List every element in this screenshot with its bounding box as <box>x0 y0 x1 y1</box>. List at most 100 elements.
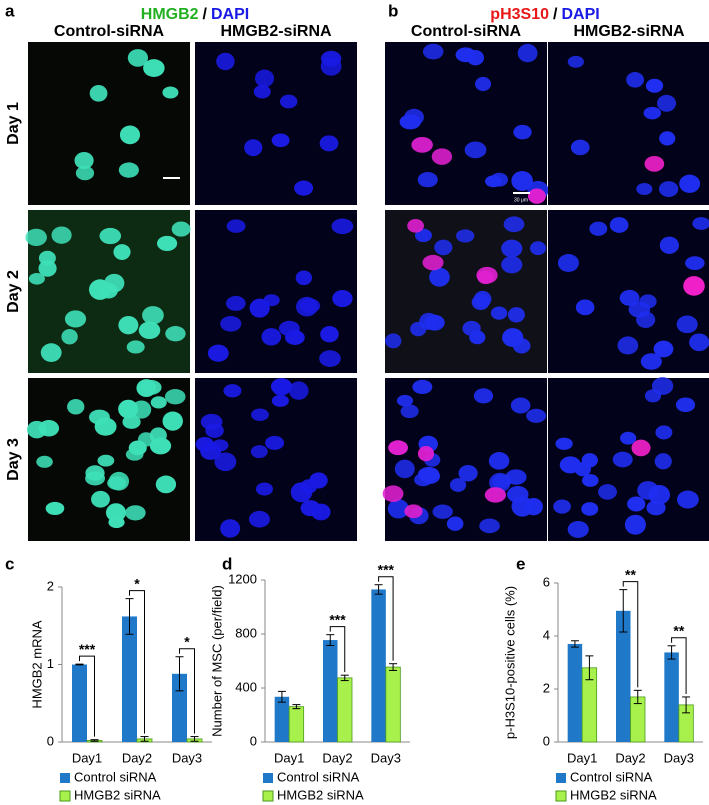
bar <box>337 677 353 743</box>
bar <box>274 696 290 742</box>
significance-label: * <box>134 575 140 591</box>
cell-nucleus <box>74 152 94 170</box>
cell-nucleus <box>419 312 439 330</box>
x-tick-label: Day1 <box>567 750 597 765</box>
bar <box>371 589 386 742</box>
cell-nucleus <box>434 239 453 256</box>
cell-nucleus <box>507 486 529 503</box>
cell-nucleus <box>420 468 441 484</box>
cell-nucleus <box>394 459 415 479</box>
cell-nucleus <box>471 294 490 311</box>
cell-nucleus <box>446 516 464 531</box>
stain-name: DAPI <box>561 6 599 23</box>
cell-nucleus <box>36 455 53 468</box>
cell-nucleus <box>643 106 662 120</box>
significance-label: ** <box>673 623 684 639</box>
cell-nucleus <box>142 306 164 325</box>
panel-label: d <box>222 554 232 573</box>
cell-nucleus <box>85 465 105 481</box>
row-label: Day 3 <box>5 438 22 481</box>
cell-nucleus <box>510 397 531 414</box>
cell-nucleus <box>61 329 78 345</box>
cell-nucleus <box>165 326 186 342</box>
error-bar <box>292 704 301 710</box>
micrograph <box>382 378 547 541</box>
y-tick-label: 1200 <box>228 571 257 586</box>
cell-nucleus <box>524 497 543 516</box>
y-axis-label: Number of MSC (per/field) <box>209 585 224 737</box>
legend-label: Control siRNA <box>74 769 157 784</box>
cell-nucleus <box>503 216 525 233</box>
cell-nucleus <box>162 411 183 431</box>
cell-nucleus <box>636 183 653 196</box>
cell-nucleus <box>581 453 598 468</box>
bar <box>385 666 401 743</box>
cell-nucleus <box>272 380 291 396</box>
column-label: Control-siRNA <box>54 23 165 40</box>
cell-nucleus <box>220 315 242 332</box>
significance-bracket <box>179 648 195 734</box>
cell-nucleus <box>113 244 131 260</box>
cell-nucleus <box>388 440 409 456</box>
panel-label: e <box>516 554 525 573</box>
cell-nucleus <box>223 384 242 398</box>
cell-nucleus <box>319 135 339 152</box>
cell-nucleus <box>141 380 162 395</box>
cell-nucleus <box>127 49 149 67</box>
cell-nucleus <box>414 228 432 243</box>
cell-nucleus <box>27 420 47 439</box>
cell-nucleus <box>162 86 179 99</box>
significance-label: *** <box>79 641 96 657</box>
x-tick-label: Day2 <box>322 750 352 765</box>
significance-label: *** <box>329 611 346 627</box>
cell-nucleus <box>458 464 478 482</box>
y-axis-label: p-H3S10-positive cells (%) <box>502 586 517 739</box>
error-bar <box>570 640 579 648</box>
panel-label: a <box>5 1 15 20</box>
stain-header: HMGB2/DAPI <box>141 6 249 23</box>
cell-nucleus <box>644 389 662 403</box>
cell-nucleus <box>295 270 312 286</box>
cell-nucleus <box>216 52 235 71</box>
cell-nucleus <box>137 432 155 447</box>
y-tick-label: 800 <box>235 625 257 640</box>
y-tick-label: 2 <box>47 578 54 593</box>
cell-nucleus <box>429 267 450 287</box>
panel-label: c <box>5 554 14 573</box>
significance-bracket <box>79 655 95 737</box>
cell-nucleus <box>125 448 144 461</box>
cell-nucleus <box>511 170 533 191</box>
cell-nucleus <box>529 241 547 256</box>
legend-label: Control siRNA <box>277 769 360 784</box>
stain-name: DAPI <box>211 6 249 23</box>
cell-nucleus <box>331 218 354 235</box>
cell-nucleus <box>320 56 342 76</box>
cell-nucleus <box>624 514 646 535</box>
y-tick-label: 400 <box>235 679 257 694</box>
cell-nucleus <box>677 490 699 509</box>
cell-nucleus <box>422 43 444 60</box>
cell-nucleus <box>99 227 122 245</box>
cell-nucleus <box>689 333 709 352</box>
cell-nucleus <box>200 413 223 430</box>
error-bar <box>190 736 199 742</box>
cell-nucleus <box>400 404 419 419</box>
cell-nucleus <box>294 180 314 196</box>
stain-name: / <box>553 6 558 23</box>
legend-label: HMGB2 siRNA <box>277 787 364 802</box>
cell-nucleus <box>211 439 229 452</box>
legend-swatch <box>556 773 566 783</box>
micrograph <box>28 42 190 205</box>
cell-nucleus <box>589 221 608 236</box>
cell-nucleus <box>501 239 523 258</box>
bar <box>616 610 631 742</box>
cell-nucleus <box>265 435 285 450</box>
y-tick-label: 0 <box>543 733 550 748</box>
cell-nucleus <box>617 336 639 355</box>
cell-nucleus <box>138 321 161 340</box>
micrograph <box>195 210 357 373</box>
x-tick-label: Day2 <box>122 750 152 765</box>
cell-nucleus <box>676 315 698 334</box>
cell-nucleus <box>575 299 595 316</box>
